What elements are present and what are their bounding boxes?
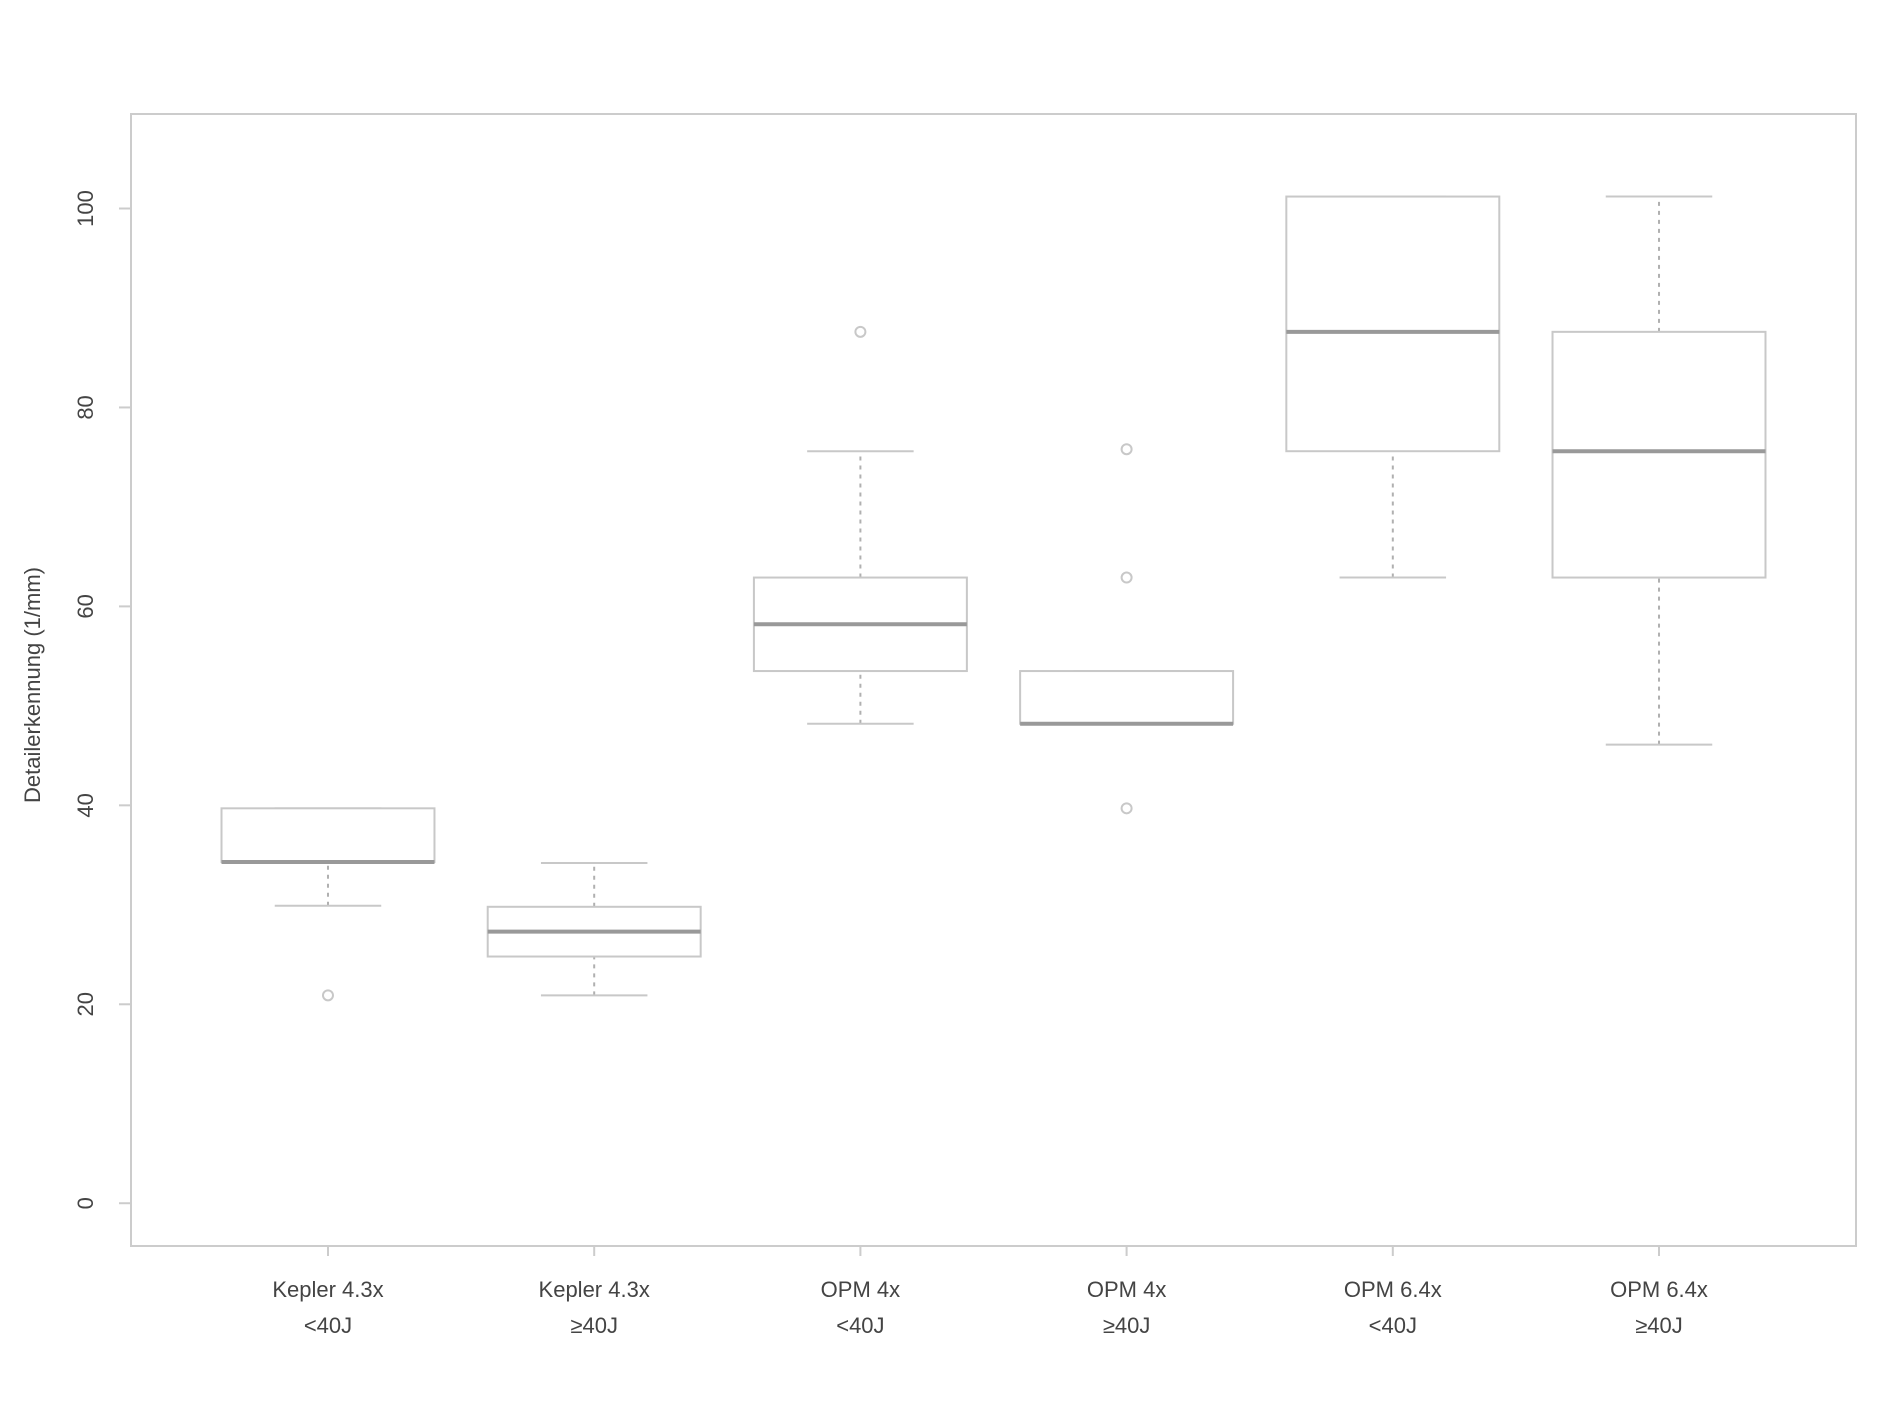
x-tick-label: OPM 6.4x: [1344, 1277, 1442, 1302]
x-tick-label: <40J: [304, 1313, 352, 1338]
y-axis-label: Detailerkennung (1/mm): [20, 567, 45, 803]
x-tick-label: ≥40J: [1635, 1313, 1683, 1338]
y-tick-label: 60: [73, 594, 98, 618]
y-tick-label: 20: [73, 992, 98, 1016]
y-tick-label: 100: [73, 190, 98, 227]
x-tick-label: <40J: [836, 1313, 884, 1338]
x-tick-label: OPM 4x: [821, 1277, 900, 1302]
box: [1285, 195, 1501, 453]
box: [220, 807, 436, 864]
x-tick-label: Kepler 4.3x: [272, 1277, 383, 1302]
x-tick-label: ≥40J: [1103, 1313, 1151, 1338]
x-tick-label: OPM 4x: [1087, 1277, 1166, 1302]
outlier: [321, 989, 334, 1002]
y-tick-label: 80: [73, 395, 98, 419]
y-tick-label: 40: [73, 793, 98, 817]
x-tick-label: Kepler 4.3x: [539, 1277, 650, 1302]
outlier: [1120, 443, 1133, 456]
outlier: [1120, 802, 1133, 815]
x-tick-label: <40J: [1369, 1313, 1417, 1338]
y-tick-label: 0: [73, 1197, 98, 1209]
box: [1019, 670, 1235, 725]
x-tick-label: OPM 6.4x: [1610, 1277, 1708, 1302]
outlier: [854, 325, 867, 338]
plot-frame: [130, 113, 1857, 1247]
box: [1551, 330, 1767, 579]
outlier: [1120, 571, 1133, 584]
x-tick-label: ≥40J: [570, 1313, 618, 1338]
